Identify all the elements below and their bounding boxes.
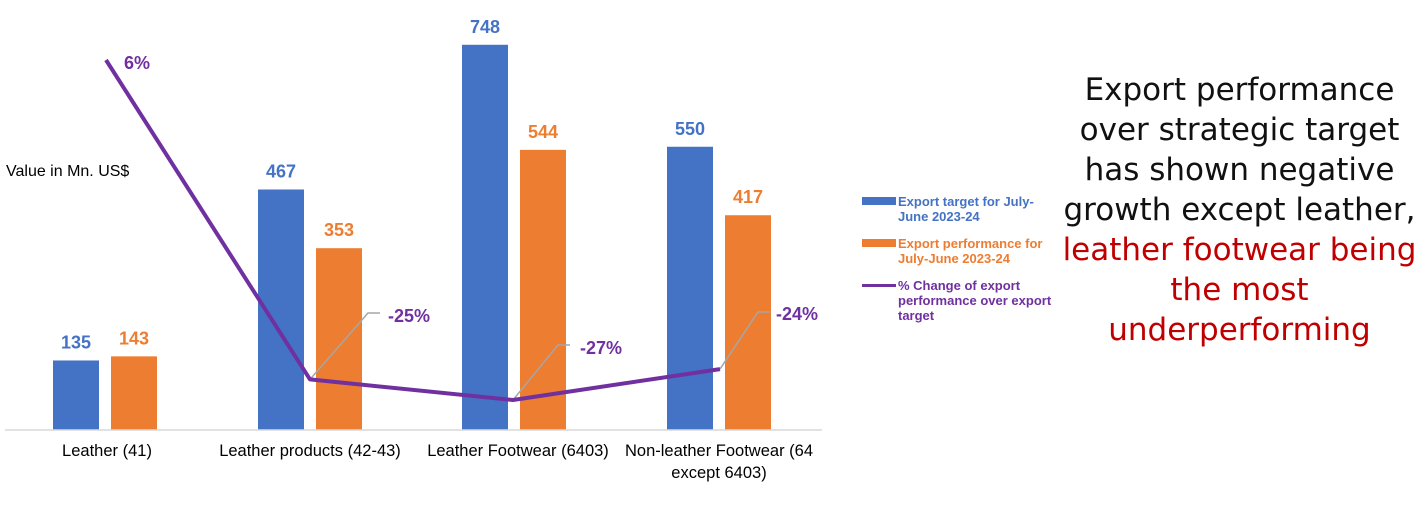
data-label-performance-3: 417 xyxy=(733,187,763,207)
leader-line-2 xyxy=(512,344,570,401)
leader-line-1 xyxy=(309,312,380,380)
data-label-performance-1: 353 xyxy=(324,220,354,240)
category-label-leather-products: Leather products (42-43) xyxy=(219,442,401,460)
legend-swatch-export-performance xyxy=(862,239,896,247)
bar-performance-1 xyxy=(316,248,362,430)
category-label-non-leather-footwear: Non-leather Footwear (64 except 6403) xyxy=(624,442,813,482)
legend: Export target for July-June 2023-24 Expo… xyxy=(862,194,1062,335)
category-label-leather-footwear: Leather Footwear (6403) xyxy=(427,442,609,460)
bar-target-2 xyxy=(462,44,508,430)
y-axis-label: Value in Mn. US$ xyxy=(6,163,130,180)
bar-performance-3 xyxy=(725,215,771,430)
data-label-target-3: 550 xyxy=(675,119,705,139)
bar-performance-0 xyxy=(111,356,157,430)
summary-text-black: Export performance over strategic target… xyxy=(1063,72,1416,228)
bar-target-3 xyxy=(667,146,713,430)
data-label-target-0: 135 xyxy=(61,332,91,352)
summary-text-red: leather footwear being the most underper… xyxy=(1062,232,1417,348)
legend-item-export-performance: Export performance for July-June 2023-24 xyxy=(862,236,1062,266)
legend-swatch-export-target xyxy=(862,197,896,205)
line-percent-change xyxy=(104,58,721,402)
percent-label-3: -24% xyxy=(776,304,818,324)
data-label-target-2: 748 xyxy=(470,17,500,37)
percent-label-2: -27% xyxy=(580,338,622,358)
legend-label-export-target: Export target for July-June 2023-24 xyxy=(898,194,1034,224)
bar-target-0 xyxy=(53,360,99,430)
bar-performance-2 xyxy=(520,149,566,430)
category-label-leather: Leather (41) xyxy=(62,442,152,460)
data-label-target-1: 467 xyxy=(266,161,296,181)
data-label-performance-0: 143 xyxy=(119,328,149,348)
legend-label-export-performance: Export performance for July-June 2023-24 xyxy=(898,236,1043,266)
legend-swatch-percent-change xyxy=(862,284,896,287)
data-label-performance-2: 544 xyxy=(528,122,558,142)
summary-text: Export performance over strategic target… xyxy=(1062,70,1417,350)
leader-line-3 xyxy=(719,311,770,370)
legend-item-percent-change: % Change of export performance over expo… xyxy=(862,278,1062,323)
legend-label-percent-change: % Change of export performance over expo… xyxy=(898,278,1052,323)
legend-item-export-target: Export target for July-June 2023-24 xyxy=(862,194,1062,224)
percent-label-1: -25% xyxy=(388,306,430,326)
percent-label-0: 6% xyxy=(124,53,150,73)
